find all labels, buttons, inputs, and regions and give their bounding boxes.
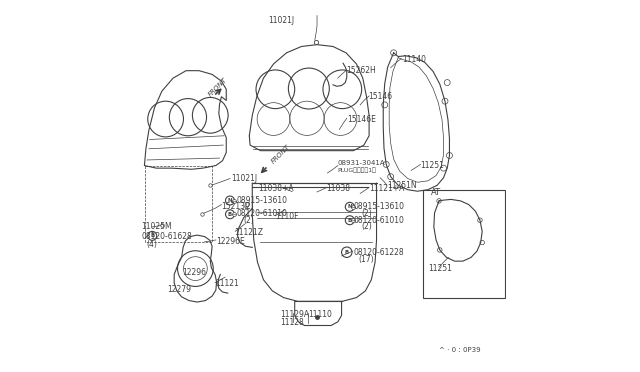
Text: 11251N: 11251N (387, 182, 417, 190)
Text: PLUGプラグ（1）: PLUGプラグ（1） (338, 167, 377, 173)
Text: 11128: 11128 (280, 318, 303, 327)
Text: B: B (228, 212, 232, 217)
Text: 11121Z: 11121Z (234, 228, 264, 237)
Text: 08915-13610: 08915-13610 (236, 196, 287, 205)
Text: 11121+A: 11121+A (369, 184, 404, 193)
Text: 11021J: 11021J (268, 16, 294, 25)
Text: (17): (17) (358, 255, 374, 264)
Text: N: N (228, 198, 232, 203)
Text: 11121: 11121 (215, 279, 239, 288)
Text: 1110F: 1110F (275, 212, 299, 221)
Text: 08120-61228: 08120-61228 (353, 248, 404, 257)
Text: 12296E: 12296E (216, 237, 244, 246)
Text: 08120-61010: 08120-61010 (353, 216, 404, 225)
Text: AT: AT (431, 188, 440, 197)
Text: B: B (348, 218, 352, 223)
Text: 12279: 12279 (167, 285, 191, 294)
Text: B: B (345, 250, 349, 255)
Text: 08120-61010: 08120-61010 (236, 209, 287, 218)
Text: N: N (348, 204, 352, 209)
Text: 11038+A: 11038+A (259, 184, 294, 193)
Text: (2): (2) (361, 222, 372, 231)
Bar (424, 190, 505, 298)
Text: B: B (150, 233, 154, 238)
Text: (2): (2) (361, 209, 372, 218)
Text: 08915-13610: 08915-13610 (353, 202, 404, 211)
Text: 15213P: 15213P (221, 202, 250, 211)
Text: FRONT: FRONT (207, 76, 228, 97)
Text: 11129A: 11129A (280, 310, 309, 319)
Text: 08931-3041A: 08931-3041A (338, 160, 385, 166)
Text: (2): (2) (244, 217, 255, 225)
Text: 08120-61628: 08120-61628 (141, 232, 192, 241)
Text: 15262H: 15262H (346, 66, 376, 75)
Text: 11251: 11251 (420, 161, 444, 170)
Text: 11038: 11038 (326, 184, 351, 193)
Text: 11021J: 11021J (231, 174, 257, 183)
Text: ^ · 0 : 0P39: ^ · 0 : 0P39 (439, 347, 481, 353)
Text: 12296: 12296 (182, 268, 206, 277)
Text: FRONT: FRONT (270, 143, 291, 164)
Text: 11110: 11110 (308, 310, 332, 319)
Text: (4): (4) (146, 240, 157, 248)
Text: 11140: 11140 (402, 55, 426, 64)
Text: 15146E: 15146E (347, 115, 376, 124)
Text: 11251: 11251 (429, 264, 452, 273)
Text: 11025M: 11025M (141, 222, 172, 231)
Text: (2): (2) (244, 202, 255, 211)
Text: 15146: 15146 (369, 92, 392, 101)
